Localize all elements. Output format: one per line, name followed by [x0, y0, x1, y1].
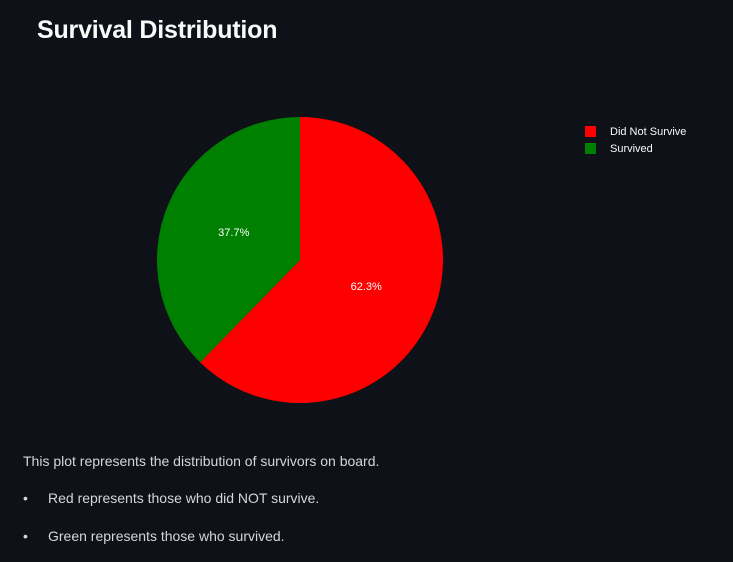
legend-item-survived[interactable]: Survived [585, 140, 686, 157]
legend-swatch-green [585, 143, 596, 154]
bullet-text: Green represents those who survived. [48, 528, 285, 544]
description-bullet-red: • Red represents those who did NOT survi… [23, 490, 713, 506]
chart-legend[interactable]: Did Not Survive Survived [585, 123, 686, 157]
legend-item-did-not-survive[interactable]: Did Not Survive [585, 123, 686, 140]
description-bullet-green: • Green represents those who survived. [23, 528, 713, 544]
pie-slice-label: 37.7% [218, 227, 249, 239]
bullet-icon: • [23, 490, 28, 506]
bullet-text: Red represents those who did NOT survive… [48, 490, 320, 506]
description-list: • Red represents those who did NOT survi… [23, 490, 713, 544]
chart-description: This plot represents the distribution of… [23, 453, 713, 544]
pie-slice-label: 62.3% [351, 281, 382, 293]
bullet-icon: • [23, 528, 28, 544]
pie-slice-survived[interactable] [156, 116, 300, 363]
legend-label: Did Not Survive [610, 125, 687, 138]
legend-label: Survived [610, 142, 653, 155]
pie-chart[interactable]: 62.3% 37.7% [0, 0, 733, 440]
pie-slice-did-not-survive[interactable] [200, 117, 443, 403]
page-title: Survival Distribution [37, 16, 278, 44]
description-intro: This plot represents the distribution of… [23, 453, 380, 469]
legend-swatch-red [585, 126, 596, 137]
